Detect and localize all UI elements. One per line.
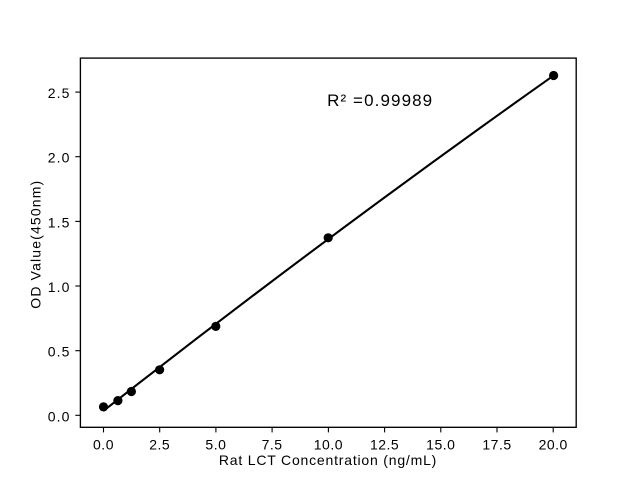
svg-text:1.0: 1.0 <box>48 279 71 295</box>
svg-text:15.0: 15.0 <box>426 436 455 452</box>
svg-text:20.0: 20.0 <box>539 436 568 452</box>
svg-text:0.0: 0.0 <box>93 436 114 452</box>
svg-text:1.5: 1.5 <box>48 214 71 230</box>
svg-text:17.5: 17.5 <box>482 436 511 452</box>
svg-text:0.0: 0.0 <box>48 408 71 424</box>
svg-text:10.0: 10.0 <box>314 436 343 452</box>
svg-text:OD Value(450nm): OD Value(450nm) <box>28 180 44 309</box>
svg-text:0.5: 0.5 <box>48 344 71 360</box>
svg-text:Rat LCT Concentration (ng/mL): Rat LCT Concentration (ng/mL) <box>219 452 437 468</box>
svg-text:2.0: 2.0 <box>48 150 71 166</box>
svg-text:7.5: 7.5 <box>262 436 283 452</box>
svg-text:12.5: 12.5 <box>370 436 399 452</box>
svg-text:2.5: 2.5 <box>149 436 170 452</box>
svg-text:2.5: 2.5 <box>48 85 71 101</box>
svg-text:5.0: 5.0 <box>205 436 226 452</box>
svg-text:R² =0.99989: R² =0.99989 <box>327 91 433 110</box>
